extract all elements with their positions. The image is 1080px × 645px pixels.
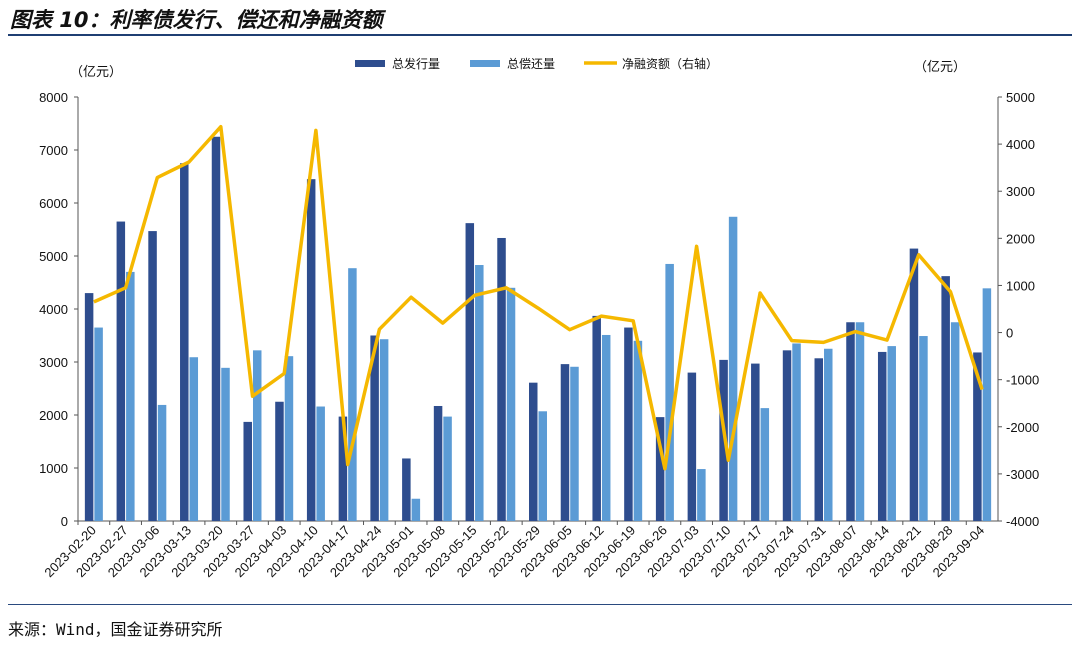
left-tick-label: 4000	[39, 302, 68, 317]
bar-issuance	[180, 163, 189, 521]
bar-issuance	[846, 322, 855, 521]
bar-repayment	[665, 263, 674, 521]
bar-issuance	[84, 293, 94, 521]
bar-issuance	[116, 221, 126, 522]
left-tick-label: 1000	[39, 461, 68, 476]
axes	[74, 96, 1002, 525]
legend-swatch-issuance	[355, 60, 385, 67]
bar-repayment	[538, 411, 547, 521]
right-tick-label: -1000	[1006, 373, 1039, 388]
bar-repayment	[379, 339, 389, 521]
left-tick-label: 2000	[39, 408, 68, 423]
bar-issuance	[592, 315, 601, 521]
bars	[84, 136, 992, 522]
bar-repayment	[601, 334, 611, 521]
bar-repayment	[855, 322, 865, 521]
bar-issuance	[560, 364, 570, 521]
bar-issuance	[624, 327, 633, 521]
net-financing-line	[93, 124, 984, 471]
bar-repayment	[633, 340, 643, 521]
bar-issuance	[370, 335, 379, 521]
right-tick-label: -2000	[1006, 420, 1039, 435]
bar-repayment	[760, 408, 770, 521]
bottom-rule	[8, 604, 1072, 605]
chart: （亿元） （亿元） 总发行量 总偿还量 净融资额（右轴） 0 1000 2000 30…	[39, 56, 1039, 580]
bar-repayment	[126, 271, 135, 521]
bar-repayment	[348, 268, 357, 521]
bar-issuance	[465, 223, 475, 521]
bar-repayment	[570, 366, 579, 521]
bar-repayment	[94, 327, 103, 521]
right-tick-label: 3000	[1006, 184, 1035, 199]
bar-repayment	[411, 498, 421, 521]
bar-issuance	[909, 248, 919, 521]
bar-issuance	[433, 405, 443, 521]
bar-repayment	[792, 343, 801, 521]
left-tick-label: 0	[61, 514, 68, 529]
bar-repayment	[189, 357, 199, 521]
bar-issuance	[243, 421, 252, 521]
bar-repayment	[506, 287, 516, 521]
right-tick-label: 5000	[1006, 90, 1035, 105]
legend: 总发行量 总偿还量 净融资额（右轴）	[355, 56, 718, 71]
bar-issuance	[687, 372, 697, 521]
bar-issuance	[814, 358, 824, 521]
bar-repayment	[475, 265, 484, 521]
left-tick-label: 5000	[39, 249, 68, 264]
bar-repayment	[950, 322, 960, 521]
right-tick-label: 2000	[1006, 231, 1035, 246]
bar-issuance	[148, 231, 157, 521]
left-axis-unit: （亿元）	[70, 65, 122, 80]
bar-repayment	[728, 216, 738, 521]
bar-issuance	[529, 382, 538, 521]
right-tick-label: -3000	[1006, 467, 1039, 482]
left-tick-label: 8000	[39, 90, 68, 105]
legend-swatch-repayment	[470, 60, 500, 67]
bar-issuance	[782, 350, 792, 521]
top-rule	[8, 34, 1072, 36]
bar-issuance	[877, 351, 887, 521]
bar-repayment	[252, 350, 262, 521]
legend-label-issuance: 总发行量	[392, 56, 440, 71]
bar-repayment	[887, 346, 896, 521]
bar-issuance	[655, 417, 665, 521]
bar-issuance	[211, 136, 221, 521]
right-tick-label: 1000	[1006, 278, 1035, 293]
bar-issuance	[338, 416, 348, 521]
bar-issuance	[497, 237, 506, 522]
bar-repayment	[982, 288, 992, 521]
right-tick-label: -4000	[1006, 514, 1039, 529]
bar-repayment	[919, 336, 928, 521]
legend-label-net: 净融资额（右轴）	[622, 56, 718, 71]
bar-repayment	[221, 367, 230, 521]
bar-repayment	[284, 356, 294, 521]
left-tick-label: 6000	[39, 196, 68, 211]
left-tick-label: 7000	[39, 143, 68, 158]
bar-issuance	[941, 276, 950, 521]
bar-repayment	[443, 416, 452, 521]
bar-repayment	[157, 404, 167, 521]
bar-repayment	[316, 406, 325, 521]
bar-issuance	[402, 458, 411, 521]
bar-issuance	[719, 359, 728, 521]
right-tick-label: 4000	[1006, 137, 1035, 152]
source-note: 来源：Wind，国金证券研究所	[8, 620, 223, 639]
figure-title: 图表 10：利率债发行、偿还和净融资额	[10, 8, 383, 32]
legend-label-repayment: 总偿还量	[507, 56, 555, 71]
bar-issuance	[306, 179, 316, 521]
bar-repayment	[697, 469, 706, 521]
bar-issuance	[973, 352, 982, 521]
bar-repayment	[824, 348, 833, 521]
right-axis-unit: （亿元）	[914, 60, 966, 75]
bar-issuance	[751, 363, 760, 521]
left-tick-label: 3000	[39, 355, 68, 370]
right-tick-label: 0	[1006, 326, 1013, 341]
line-net-financing	[93, 124, 984, 471]
bar-issuance	[275, 401, 284, 521]
